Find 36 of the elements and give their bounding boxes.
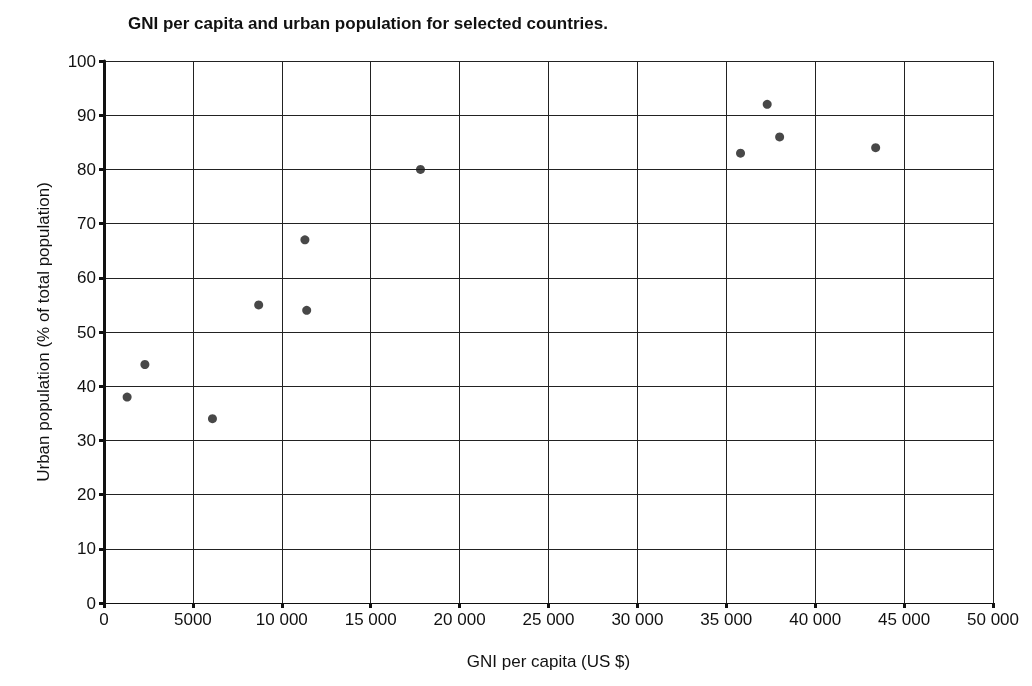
x-tick-label: 5000: [173, 610, 212, 629]
y-tick-label: 30: [77, 430, 96, 450]
x-tick-label: 15 000: [344, 610, 397, 629]
y-tick-label: 90: [77, 105, 96, 125]
x-tick-label: 0: [99, 610, 109, 629]
y-tick-label: 100: [67, 51, 96, 71]
point: [254, 300, 264, 310]
y-tick-label: 70: [77, 214, 96, 234]
point: [736, 148, 746, 158]
y-tick-label: 0: [86, 593, 96, 613]
point: [415, 164, 425, 174]
point: [207, 414, 217, 424]
point: [302, 305, 312, 315]
x-axis-title: GNI per capita (US $): [466, 652, 631, 671]
point: [871, 143, 881, 153]
y-axis-title: Urban population (% of total population): [34, 182, 53, 482]
chart-title: GNI per capita and urban population for selected countries.: [128, 14, 608, 33]
y-tick-label: 20: [77, 485, 96, 505]
point: [762, 99, 772, 109]
x-tick-label: 35 000: [700, 610, 753, 629]
y-tick-label: 80: [77, 159, 96, 179]
y-tick-label: 40: [77, 376, 96, 396]
x-tick-label: 20 000: [433, 610, 486, 629]
x-tick-label: 10 000: [255, 610, 308, 629]
point: [775, 132, 785, 142]
point: [300, 235, 310, 245]
y-tick-label: 60: [77, 268, 96, 288]
point: [122, 392, 132, 402]
x-tick-label: 50 000: [967, 610, 1019, 629]
x-tick-label: 25 000: [522, 610, 575, 629]
x-tick-label: 30 000: [611, 610, 664, 629]
x-tick-label: 40 000: [789, 610, 842, 629]
y-tick-label: 50: [77, 322, 96, 342]
x-tick-label: 45 000: [878, 610, 931, 629]
point: [140, 360, 150, 370]
y-tick-label: 10: [77, 539, 96, 559]
